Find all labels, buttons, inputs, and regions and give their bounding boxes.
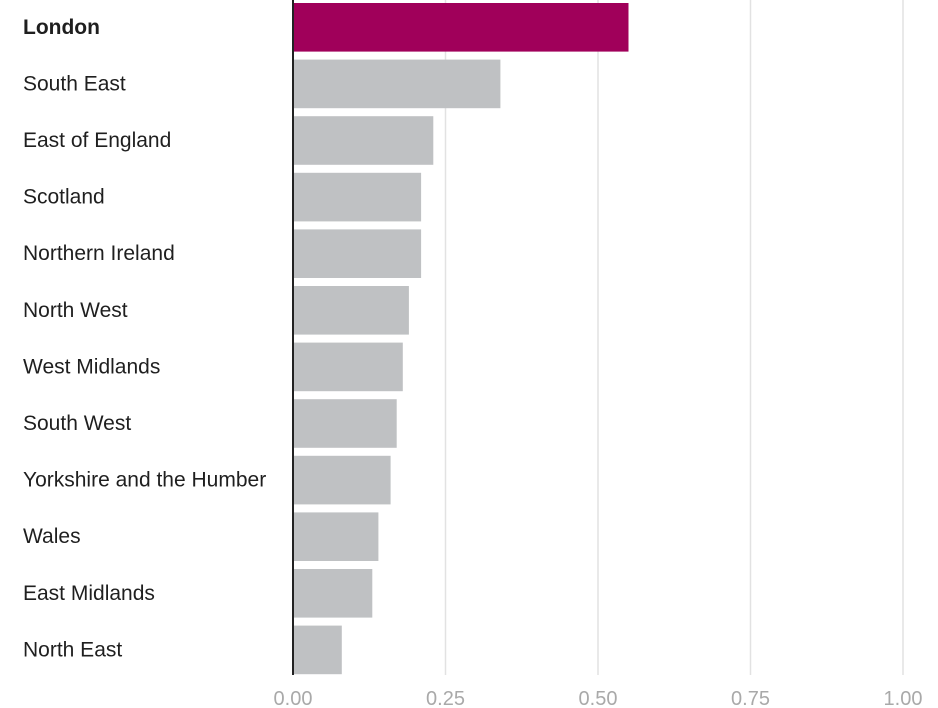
bar-south-west [293,399,397,448]
category-label: West Midlands [23,355,160,378]
bar-north-west [293,286,409,335]
category-label: London [23,16,100,39]
bar-west-midlands [293,342,403,392]
bar-yorkshire-and-the-humber [293,455,391,505]
x-tick-label: 1.00 [884,688,923,708]
bar-london [293,3,629,52]
category-label: Northern Ireland [23,242,175,265]
category-label: East of England [23,129,171,152]
bar-south-east [293,59,501,109]
bar-scotland [293,172,422,222]
x-tick-label: 0.00 [274,688,313,708]
category-label: South West [23,412,131,435]
category-labels: London South East East of England Scotland N… [23,16,266,662]
category-label: East Midlands [23,582,155,605]
bars [293,3,629,675]
bar-northern-ireland [293,229,422,278]
category-label: Wales [23,525,81,548]
x-tick-label: 0.25 [426,688,465,708]
bar-north-east [293,625,342,675]
category-label: Scotland [23,186,105,209]
category-label: South East [23,72,126,95]
category-label: Yorkshire and the Humber [23,469,266,492]
x-axis-ticks: 0.00 0.25 0.50 0.75 1.00 [274,688,923,708]
gridlines [444,0,904,675]
x-tick-label: 0.50 [579,688,618,708]
bar-east-midlands [293,569,373,618]
x-tick-label: 0.75 [731,688,770,708]
category-label: North East [23,638,122,661]
bar-wales [293,512,379,561]
bar-east-of-england [293,116,434,165]
category-label: North West [23,299,128,322]
